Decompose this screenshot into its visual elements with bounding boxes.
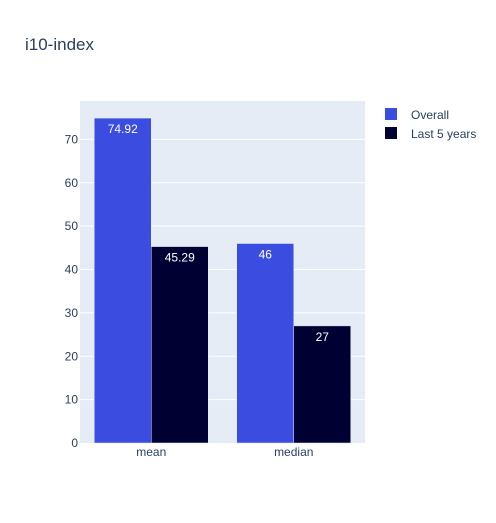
- legend-item[interactable]: Last 5 years: [385, 127, 476, 141]
- legend[interactable]: Overall Last 5 years: [385, 108, 476, 141]
- legend-label: Last 5 years: [411, 127, 476, 141]
- x-tick-label: mean: [136, 445, 166, 459]
- bar-labels: 74.92 45.29 46 27: [108, 122, 330, 344]
- bar-value-label: 27: [316, 330, 330, 344]
- legend-item[interactable]: Overall: [385, 108, 449, 122]
- bar[interactable]: [151, 246, 209, 444]
- chart-title: i10-index: [25, 35, 94, 54]
- bar-value-label: 45.29: [165, 251, 195, 265]
- y-tick-label: 30: [65, 306, 79, 320]
- legend-swatch: [385, 127, 397, 139]
- y-tick-label: 40: [65, 263, 79, 277]
- y-tick-label: 10: [65, 393, 79, 407]
- bar[interactable]: [293, 325, 351, 444]
- legend-label: Overall: [411, 108, 449, 122]
- legend-swatch: [385, 108, 397, 120]
- y-axis-ticks: 0 10 20 30 40 50 60 70: [65, 132, 79, 450]
- x-axis-ticks: mean median: [136, 445, 313, 459]
- y-tick-label: 20: [65, 349, 79, 363]
- y-tick-label: 70: [65, 132, 79, 146]
- y-tick-label: 50: [65, 219, 79, 233]
- x-tick-label: median: [274, 445, 313, 459]
- y-tick-label: 0: [71, 436, 78, 450]
- bar-value-label: 74.92: [108, 122, 138, 136]
- bar[interactable]: [94, 117, 152, 444]
- bar[interactable]: [236, 243, 294, 444]
- y-tick-label: 60: [65, 176, 79, 190]
- bar-value-label: 46: [259, 248, 273, 262]
- bars: [94, 117, 351, 444]
